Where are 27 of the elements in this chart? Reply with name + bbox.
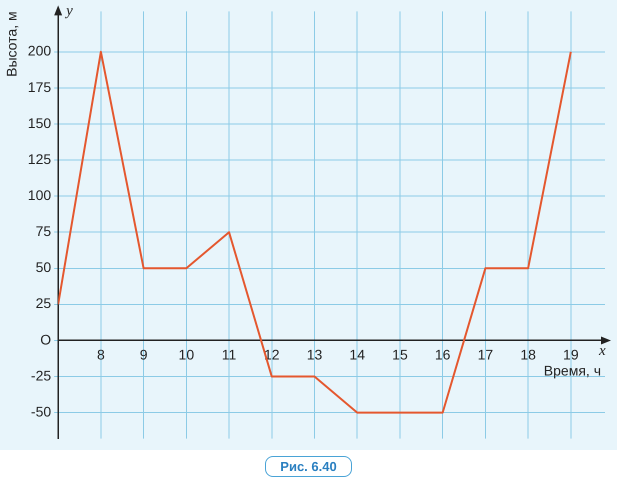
x-tick-label: 19 xyxy=(563,346,579,363)
annotation: x xyxy=(598,342,606,359)
x-tick-label: 18 xyxy=(520,346,536,363)
y-axis-title: Высота, м xyxy=(3,11,20,77)
x-tick-label: 16 xyxy=(434,346,451,363)
x-tick-label: 10 xyxy=(178,346,194,363)
y-tick-label: 100 xyxy=(28,186,52,203)
x-tick-label: 17 xyxy=(478,346,494,363)
x-tick-label: 13 xyxy=(306,346,322,363)
x-tick-label: 8 xyxy=(96,346,105,363)
annotation: y xyxy=(64,2,74,19)
y-tick-label: -50 xyxy=(30,403,52,420)
y-tick-label: 200 xyxy=(28,42,52,59)
text: Рис. 6.40 xyxy=(265,456,352,477)
x-axis-title: Время, ч xyxy=(544,362,601,378)
y-tick-label: 25 xyxy=(36,295,52,312)
y-tick-label: -25 xyxy=(30,367,52,384)
x-tick-label: 9 xyxy=(140,346,148,363)
y-tick-label: 150 xyxy=(28,114,52,131)
x-tick-label: 15 xyxy=(392,346,408,363)
x-tick-label: 11 xyxy=(222,346,237,363)
y-tick-label: 175 xyxy=(28,78,52,95)
y-tick-label: 75 xyxy=(36,223,52,240)
y-tick-label: 50 xyxy=(36,259,52,276)
y-tick-label: 125 xyxy=(28,150,52,167)
x-tick-label: 14 xyxy=(349,346,366,363)
y-tick-label: O xyxy=(40,331,52,348)
